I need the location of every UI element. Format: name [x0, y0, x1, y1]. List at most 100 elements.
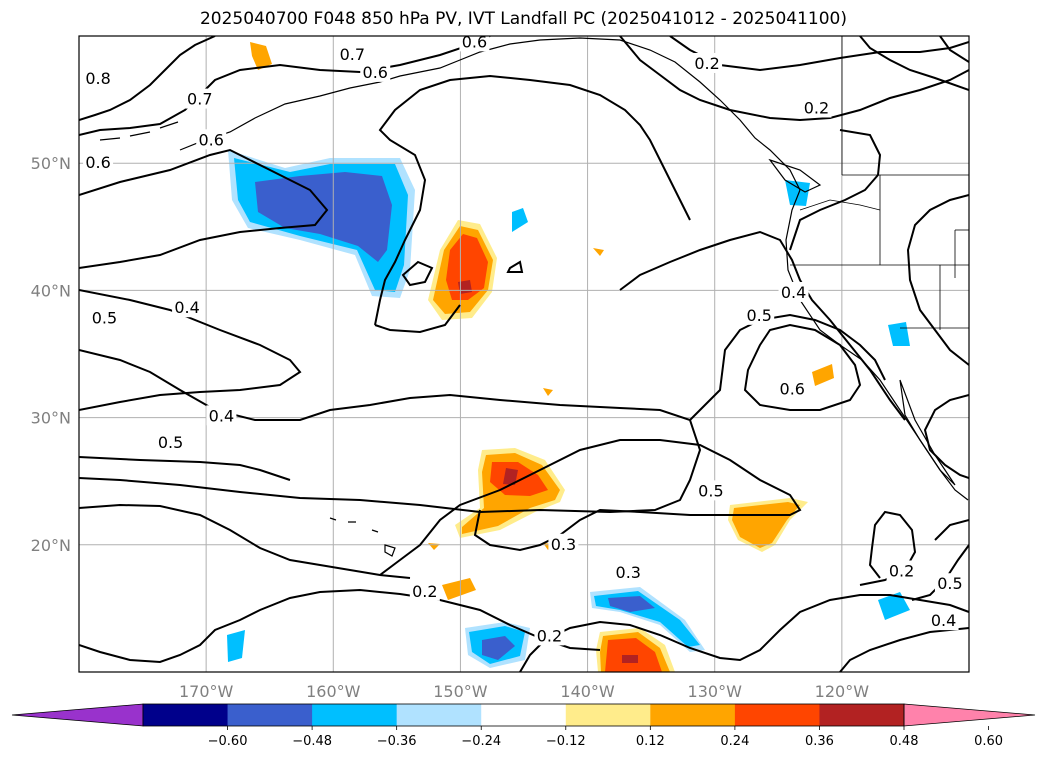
contour-label: 0.2 [804, 99, 829, 118]
contour-label: 0.6 [85, 153, 110, 172]
contour-label-background [886, 560, 917, 581]
contour-label-background [83, 152, 114, 173]
negative-shading-light [227, 630, 245, 662]
coastline [99, 37, 969, 557]
contour-label-background [172, 297, 203, 318]
contour-label: 0.6 [462, 32, 487, 51]
contour-label-background [613, 561, 644, 582]
colorbar-segment [312, 704, 398, 726]
contour-label: 0.4 [781, 283, 806, 302]
contour-label: 0.5 [937, 574, 962, 593]
contour-label: 0.6 [199, 130, 224, 149]
negative-shading-light [785, 180, 810, 206]
contour-label: 0.5 [698, 481, 723, 500]
contour-label: 0.7 [187, 90, 212, 109]
longitude-tick-label: 150°W [433, 682, 488, 701]
colorbar-frame [142, 703, 905, 727]
contour-label: 0.2 [889, 562, 914, 581]
colorbar-tick-label: −0.60 [208, 734, 248, 749]
longitude-tick-label: 160°W [306, 682, 361, 701]
contour-label-background [184, 88, 215, 109]
contour-label: 0.2 [694, 54, 719, 73]
colorbar-tick-label: 0.12 [636, 734, 665, 749]
contour-label: 0.6 [363, 63, 388, 82]
colorbar-segment [481, 704, 567, 726]
contour-label: 0.4 [931, 611, 956, 630]
contour-label: 0.3 [551, 535, 576, 554]
contour-label-background [692, 52, 723, 73]
contour-label: 0.4 [174, 298, 199, 317]
colorbar-segment [819, 704, 905, 726]
contour-label-background [778, 281, 809, 302]
contour-label-background [89, 307, 120, 328]
latitude-axis: 20°N 30°N 40°N 50°N [31, 154, 71, 555]
positive-shading-mid [543, 388, 553, 396]
colorbar-segment [227, 704, 313, 726]
contour-label: 0.2 [537, 626, 562, 645]
longitude-tick-label: 170°W [179, 682, 234, 701]
contour-label-background [934, 573, 965, 594]
positive-shading-mid [732, 502, 800, 548]
longitude-tick-label: 140°W [560, 682, 615, 701]
positive-shading-darkest [503, 468, 518, 485]
contour-label-background [534, 625, 565, 646]
colorbar-tick-label: 0.36 [805, 734, 834, 749]
contour-label-background [337, 44, 368, 65]
contour-label-background [409, 580, 440, 601]
colorbar-segment [565, 704, 651, 726]
colorbar-tick-label: 0.24 [720, 734, 749, 749]
contour-label: 0.8 [85, 69, 110, 88]
colorbar-tick-label: 0.60 [974, 734, 1003, 749]
colorbar-tick-label: −0.24 [461, 734, 501, 749]
positive-shading-mid [593, 248, 604, 256]
contour-label: 0.7 [340, 45, 365, 64]
negative-shading-dark [608, 596, 655, 612]
positive-shading-mid [812, 364, 834, 386]
longitude-tick-label: 120°W [815, 682, 870, 701]
longitude-axis: 170°W 160°W 150°W 140°W 130°W 120°W [179, 682, 869, 701]
negative-shading-light [512, 208, 528, 232]
positive-shading-mid [250, 42, 272, 70]
map-area: 0.60.70.80.60.60.70.60.20.20.50.40.40.50… [79, 32, 969, 672]
contour-label: 0.2 [412, 582, 437, 601]
longitude-tick-label: 130°W [688, 682, 743, 701]
contour-label: 0.5 [92, 308, 117, 327]
contour-label-background [777, 378, 808, 399]
colorbar-segment [734, 704, 820, 726]
contour-label-background [744, 304, 775, 325]
colorbar-tick-label: 0.48 [890, 734, 919, 749]
negative-shading-light [878, 592, 910, 620]
contour-label-background [206, 405, 237, 426]
contour-label-background [548, 533, 579, 554]
latitude-tick-label: 40°N [31, 281, 71, 300]
contour-label-background [83, 68, 114, 89]
colorbar-extend-max [903, 703, 1036, 727]
map-title: 2025040700 F048 850 hPa PV, IVT Landfall… [199, 9, 847, 29]
negative-shading-dark [255, 172, 392, 262]
contour-label-background [360, 61, 391, 82]
map-frame [78, 35, 970, 673]
contour-label: 0.5 [158, 433, 183, 452]
contour-label-background [196, 129, 227, 150]
pv-contours [79, 36, 969, 672]
latitude-tick-label: 20°N [31, 536, 71, 555]
contour-label-background [801, 97, 832, 118]
positive-shading-dark [446, 234, 488, 300]
latitude-tick-label: 30°N [31, 409, 71, 428]
positive-shading-darkest [622, 655, 638, 663]
colorbar-tick-label: −0.36 [377, 734, 417, 749]
contour-label-background [695, 480, 726, 501]
negative-shading-dark [482, 636, 515, 660]
colorbar-segment [143, 704, 229, 726]
contour-label: 0.6 [780, 380, 805, 399]
contour-label-background [928, 610, 959, 631]
colorbar-segment [650, 704, 736, 726]
contour-label: 0.4 [209, 406, 234, 425]
contour-labels: 0.60.70.80.60.60.70.60.20.20.50.40.40.50… [83, 32, 965, 646]
contour-label: 0.3 [616, 563, 641, 582]
colorbar-tick-label: −0.48 [292, 734, 332, 749]
colorbar-segment [396, 704, 482, 726]
colorbar-tick-label: −0.12 [546, 734, 586, 749]
latitude-tick-label: 50°N [31, 154, 71, 173]
